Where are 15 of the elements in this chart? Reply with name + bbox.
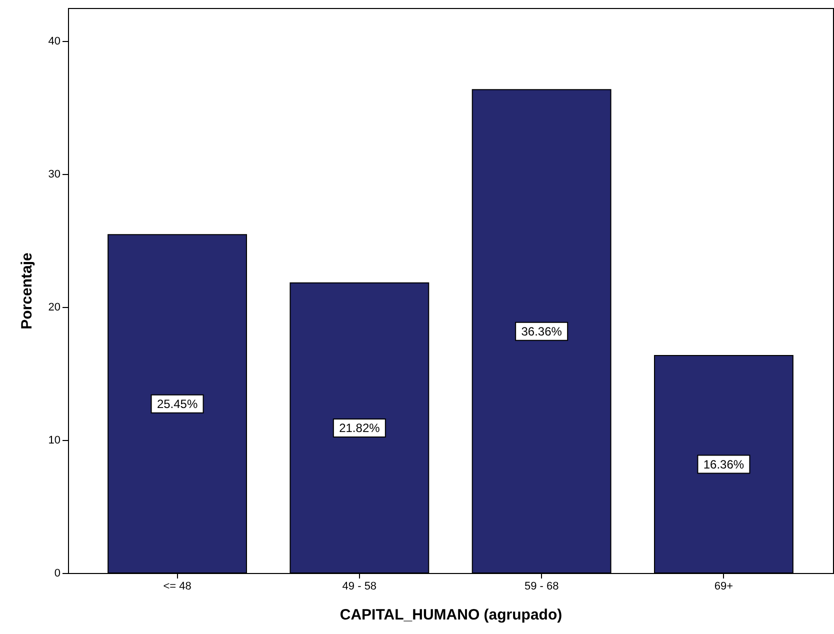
y-tick-label: 0	[54, 568, 60, 580]
data-label: 36.36%	[521, 324, 562, 338]
y-tick-label: 20	[48, 302, 60, 314]
x-tick-label: 69+	[714, 580, 734, 592]
data-label: 25.45%	[156, 396, 198, 411]
x-tick-label: <= 48	[163, 580, 192, 592]
x-axis-title: CAPITAL_HUMANO (agrupado)	[340, 606, 562, 624]
y-tick-label: 10	[48, 434, 60, 447]
y-axis-title: Porcentaje	[18, 252, 36, 330]
data-label: 16.36%	[703, 457, 744, 472]
data-label: 21.82%	[339, 420, 380, 435]
y-tick-label: 30	[48, 168, 60, 181]
x-tick-label: 59 - 68	[524, 580, 559, 592]
y-tick-label: 40	[48, 36, 60, 48]
x-tick-label: 49 - 58	[342, 580, 377, 592]
